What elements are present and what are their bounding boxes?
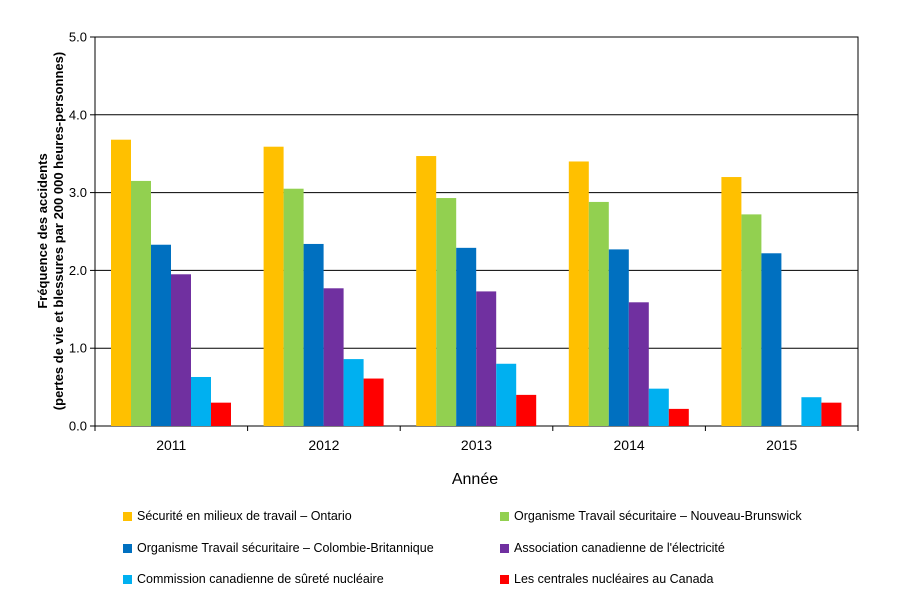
- bar-2013-series-2: [436, 198, 457, 426]
- bar-2014-series-4: [628, 302, 649, 426]
- bar-2011-series-5: [191, 376, 211, 426]
- bar-2012-series-1: [263, 146, 284, 426]
- x-tick-label: 2012: [308, 437, 339, 453]
- bar-2014-series-5: [648, 388, 669, 426]
- y-tick-label: 2.0: [69, 263, 87, 278]
- y-tick-label: 0.0: [69, 419, 87, 434]
- bar-2015-series-1: [721, 177, 742, 426]
- bar-2013-series-5: [496, 363, 517, 426]
- bars: [111, 139, 842, 427]
- bar-2014-series-1: [568, 161, 589, 427]
- x-axis-label: Année: [452, 471, 498, 488]
- bar-2012-series-6: [363, 378, 384, 426]
- bar-2011-series-6: [211, 402, 231, 426]
- bar-2014-series-6: [668, 408, 689, 426]
- bar-2015-series-5: [801, 397, 822, 426]
- bar-2013-series-3: [456, 247, 477, 426]
- bar-2014-series-3: [608, 249, 629, 426]
- x-tick-label: 2011: [156, 437, 186, 453]
- bar-2011-series-3: [151, 244, 171, 426]
- y-tick-label: 3.0: [69, 185, 87, 200]
- y-tick-label: 1.0: [69, 341, 87, 356]
- bar-2013-series-4: [476, 291, 497, 426]
- x-tick-label: 2014: [614, 437, 645, 453]
- bar-2014-series-2: [588, 201, 609, 426]
- bar-2013-series-6: [516, 394, 537, 426]
- y-tick-label: 4.0: [69, 107, 87, 122]
- bar-2015-series-3: [761, 253, 782, 426]
- y-axis-ticks: 0.0 1.0 2.0 3.0 4.0 5.0: [69, 30, 95, 434]
- bar-2012-series-5: [343, 359, 364, 426]
- bar-2013-series-1: [416, 156, 437, 426]
- x-axis-ticks: 2011 2012 2013 2014 2015: [94, 426, 859, 453]
- bar-2015-series-2: [741, 214, 762, 426]
- x-tick-label: 2013: [461, 437, 492, 453]
- y-tick-label: 5.0: [69, 30, 87, 45]
- bar-2012-series-4: [323, 288, 344, 426]
- x-tick-label: 2015: [766, 437, 797, 453]
- bar-2011-series-4: [171, 274, 191, 426]
- y-axis-label-line1: Fréquence des accidents: [35, 153, 50, 308]
- bar-2012-series-2: [283, 188, 304, 426]
- bar-2011-series-1: [111, 139, 131, 427]
- y-axis-label-line2: (pertes de vie et blessures par 200 000 …: [51, 52, 66, 410]
- bar-2012-series-3: [303, 243, 324, 426]
- bar-2015-series-6: [821, 402, 842, 426]
- bar-2011-series-2: [131, 180, 151, 426]
